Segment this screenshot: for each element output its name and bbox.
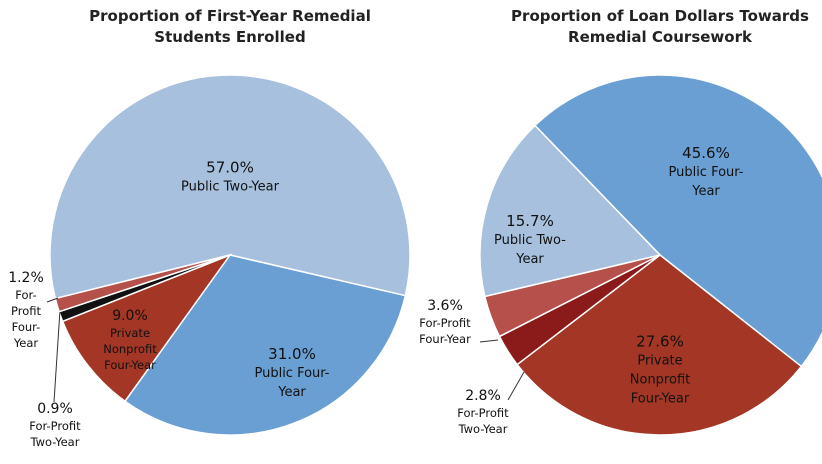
value-label: 2.8% [465,388,501,404]
category-label: For-Profit Two-Year [457,406,509,436]
chart-title: Proportion of First-Year Remedial Studen… [89,7,371,46]
value-label: 9.0% [112,308,148,324]
slice-label: 45.6% Public Four-Year [661,143,751,201]
leader-line [507,371,525,401]
pie-slice [479,124,662,298]
category-label: For-Profit Two-Year [29,419,81,449]
category-label: Private Nonprofit Four-Year [629,353,691,407]
slice-label: 0.9% For-Profit Two-Year [15,400,95,450]
leader-line [53,309,61,403]
slice-label: 27.6% Private Nonprofit Four-Year [615,332,705,409]
slice-label: 57.0% Public Two-Year [180,158,280,197]
category-label: Public Four-Year [668,165,744,199]
slice-label: 9.0% Private Nonprofit Four-Year [90,307,170,373]
leader-line [479,339,499,343]
category-label: Public Four-Year [254,366,330,400]
slice-label: 31.0% Public Four-Year [252,344,332,402]
pie-slice [61,253,233,403]
category-label: Public Two-Year [181,179,279,195]
leader-line [46,297,59,303]
value-label: 31.0% [268,345,316,363]
value-label: 0.9% [37,401,73,417]
value-label: 57.0% [206,158,254,177]
pie-slice [123,254,407,436]
category-label: Public Two-Year [494,233,566,267]
category-label: For-Profit Four-Year [11,288,41,350]
slice-label: 15.7% Public Two-Year [494,211,566,269]
value-label: 1.2% [8,270,44,286]
pie-slice [49,74,411,300]
value-label: 45.6% [682,144,730,162]
value-label: 3.6% [427,298,463,314]
slice-label: 2.8% For-Profit Two-Year [443,387,523,437]
category-label: Private Nonprofit Four-Year [103,326,157,372]
pie-slice [533,74,822,368]
value-label: 27.6% [636,332,684,351]
slice-label: 3.6% For-Profit Four-Year [405,297,485,347]
slice-label: 1.2% For-Profit Four-Year [8,269,44,351]
chart-title: Proportion of Loan Dollars Towards Remed… [511,7,809,46]
pie-slice [516,254,803,436]
category-label: For-Profit Four-Year [419,316,471,346]
value-label: 15.7% [506,212,554,230]
